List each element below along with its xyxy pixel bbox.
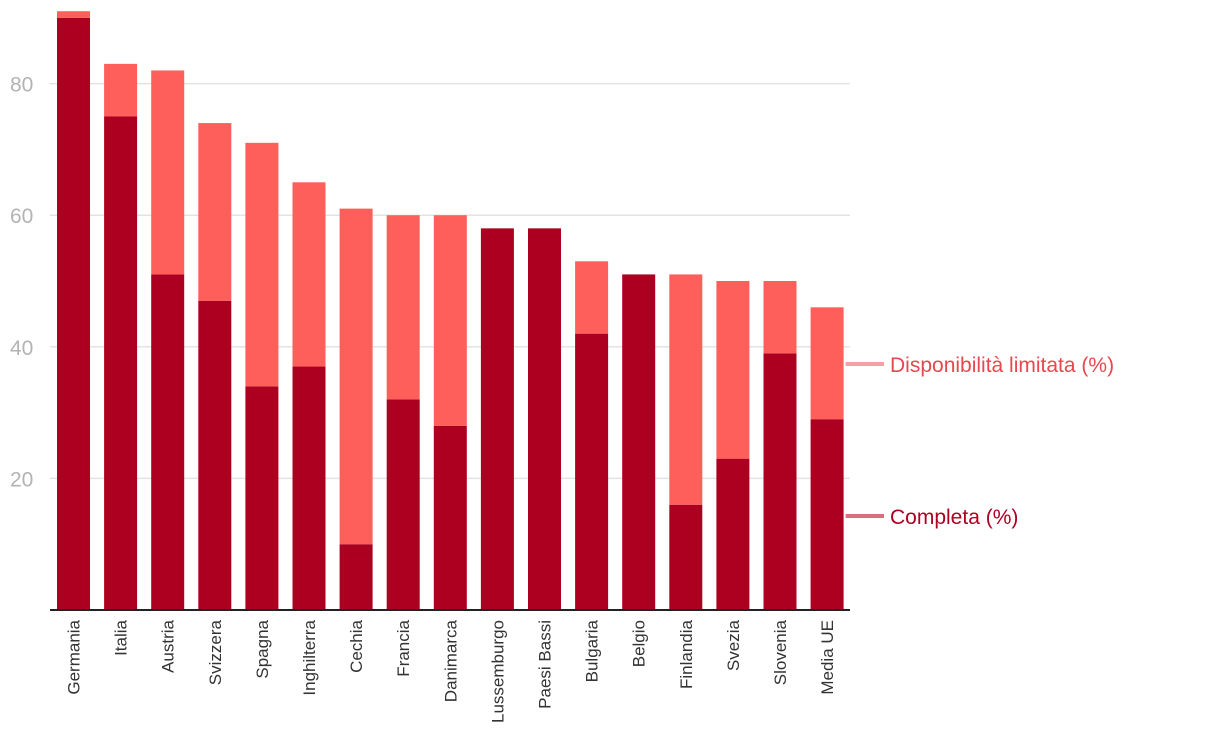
x-axis-labels: Germania Italia Austria Svizzera Spagna Inghi…: [65, 619, 838, 723]
bar-completa: [198, 300, 232, 610]
bar-completa: [386, 399, 420, 610]
bar-completa: [292, 366, 326, 610]
bar-disponibilita-limitata: [763, 281, 797, 354]
bar-completa: [716, 458, 750, 610]
x-tick-label: Cechia: [347, 619, 366, 672]
bar-disponibilita-limitata: [433, 215, 467, 426]
legend-label: Disponibilità limitata (%): [890, 354, 1114, 377]
bar-completa: [528, 228, 561, 611]
bar-completa: [669, 504, 703, 610]
bar-disponibilita-limitata: [339, 208, 373, 545]
x-tick-label: Austria: [159, 619, 178, 672]
bar-disponibilita-limitata: [810, 307, 844, 420]
bar-disponibilita-limitata: [151, 70, 185, 275]
x-tick-label: Slovenia: [771, 619, 790, 685]
bar-completa: [151, 274, 185, 610]
x-tick-label: Danimarca: [441, 619, 460, 702]
x-tick-label: Finlandia: [677, 619, 696, 689]
bar-completa: [622, 274, 656, 610]
bar-disponibilita-limitata: [386, 215, 420, 400]
y-tick-label: 40: [10, 337, 33, 360]
x-tick-label: Germania: [65, 619, 84, 694]
x-tick-label: Svizzera: [206, 619, 225, 685]
bar-completa: [810, 419, 844, 610]
x-tick-label: Belgio: [630, 620, 649, 667]
bar-completa: [433, 425, 467, 610]
x-tick-label: Media UE: [818, 620, 837, 695]
x-tick-label: Inghilterra: [300, 619, 319, 695]
bar-completa: [480, 228, 514, 611]
bar-disponibilita-limitata: [57, 11, 90, 18]
x-tick-label: Francia: [394, 619, 413, 676]
legend-label: Completa (%): [890, 506, 1018, 529]
bar-disponibilita-limitata: [575, 261, 609, 334]
y-tick-label: 80: [10, 74, 33, 97]
bar-disponibilita-limitata: [104, 63, 138, 117]
y-tick-label: 20: [10, 468, 33, 491]
bar-completa: [245, 386, 279, 610]
bar-completa: [339, 544, 373, 610]
bar-disponibilita-limitata: [198, 123, 232, 301]
bar-disponibilita-limitata: [716, 281, 750, 459]
bar-disponibilita-limitata: [669, 274, 703, 505]
bar-completa: [57, 17, 90, 611]
x-tick-label: Svezia: [724, 619, 743, 671]
x-tick-label: Paesi Bassi: [536, 620, 555, 709]
x-tick-label: Lussemburgo: [488, 620, 507, 723]
bars: [57, 11, 844, 611]
bar-completa: [763, 353, 797, 610]
bar-completa: [104, 116, 138, 610]
x-tick-label: Spagna: [253, 619, 272, 678]
x-tick-label: Bulgaria: [583, 619, 602, 682]
y-axis-ticks: 20 40 60 80: [10, 74, 33, 492]
x-tick-label: Italia: [112, 619, 131, 655]
bar-disponibilita-limitata: [292, 182, 326, 367]
bar-disponibilita-limitata: [245, 142, 279, 387]
bar-completa: [575, 333, 609, 610]
y-tick-label: 60: [10, 205, 33, 228]
legend: Disponibilità limitata (%) Completa (%): [845, 354, 1114, 529]
